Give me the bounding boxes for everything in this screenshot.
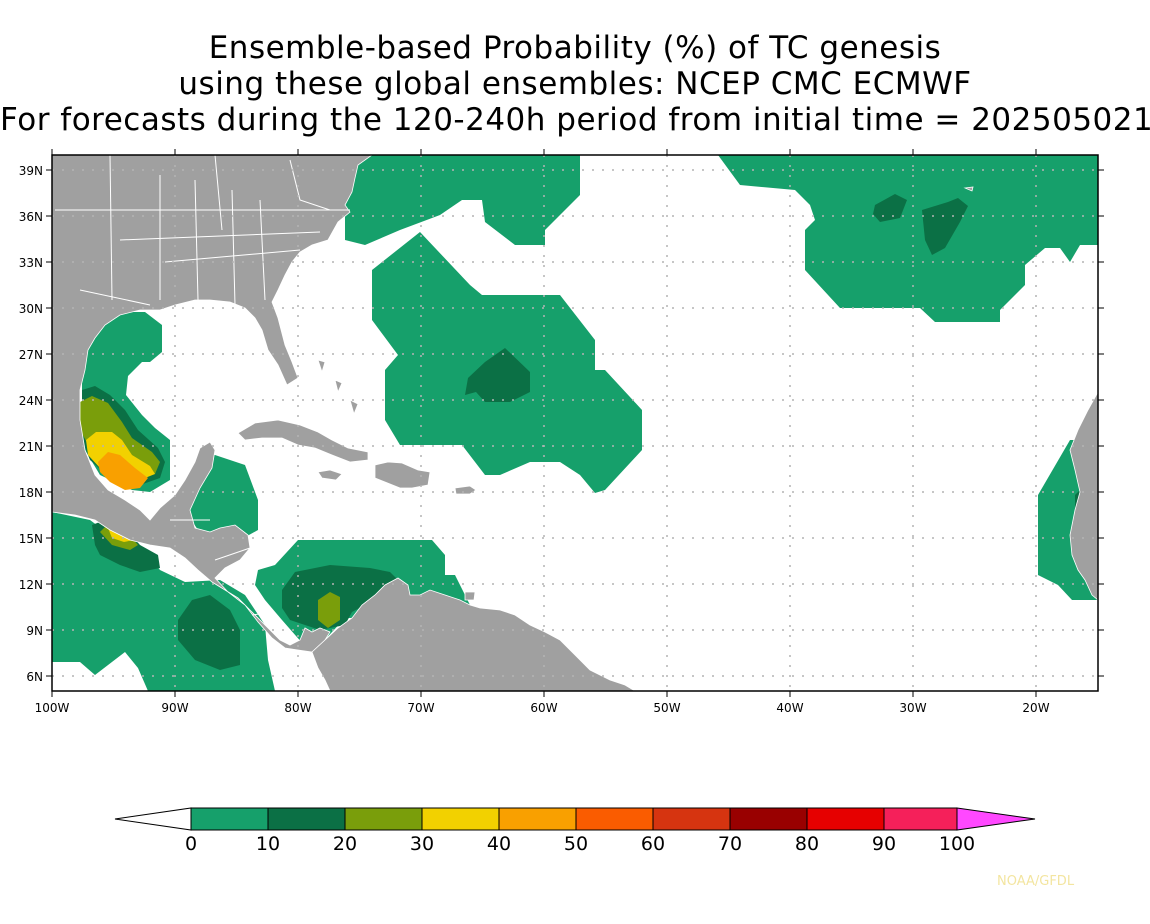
legend-label: 100 [939,833,975,855]
legend-label: 80 [795,833,819,855]
land-bahamas-2 [334,379,343,394]
legend-swatch [498,807,577,831]
prob-area-east-core-2 [922,198,968,255]
lat-label: 15N [19,532,43,546]
map-frame [51,154,1099,692]
lon-label: 40W [776,701,803,715]
legend-label: 60 [641,833,665,855]
prob-area-atlantic-north [345,155,580,245]
title-line-1: Ensemble-based Probability (%) of TC gen… [208,30,942,66]
lon-label: 30W [899,701,926,715]
lat-label: 9N [26,624,43,638]
legend-label: 30 [410,833,434,855]
land-north-america [52,155,373,653]
legend-swatch [344,807,423,831]
lon-label: 100W [35,701,70,715]
legend-labels: 0 10 20 30 40 50 60 70 80 90 100 [185,833,975,855]
legend-swatch [883,807,958,831]
legend-label: 50 [564,833,588,855]
lat-label: 30N [19,302,43,316]
prob-area-east-core-1 [873,194,907,222]
color-legend [114,807,1036,831]
legend-label: 70 [718,833,742,855]
legend-label: 20 [333,833,357,855]
lon-label: 80W [284,701,311,715]
legend-label: 90 [872,833,896,855]
legend-swatch [729,807,808,831]
legend-label: 0 [185,833,197,855]
map-area [52,155,1098,691]
lat-label: 33N [19,256,43,270]
land-cuba [237,419,369,463]
legend-swatch [190,807,269,831]
land-bahamas-3 [349,399,359,416]
lat-label: 27N [19,348,43,362]
lat-label: 24N [19,394,43,408]
title-line-2: using these global ensembles: NCEP CMC E… [178,66,972,102]
land-jamaica [317,469,343,481]
lat-label: 39N [19,164,43,178]
land-masses [52,155,1098,691]
prob-area-pacific-core-2 [178,595,240,670]
lon-label: 20W [1022,701,1049,715]
state-boundaries [55,155,350,616]
lat-labels: 39N 36N 33N 30N 27N 24N 21N 18N 15N 12N … [19,164,43,684]
legend-swatch [806,807,885,831]
legend-arrow-right [956,807,1036,831]
credit-label: NOAA/GFDL [997,874,1075,889]
prob-area-east-atlantic [718,155,1098,322]
lat-label: 6N [26,670,43,684]
land-south-america [311,577,636,691]
map-title: Ensemble-based Probability (%) of TC gen… [0,30,1150,138]
legend-swatch [652,807,731,831]
lat-tick-marks [46,169,1104,677]
land-hispaniola [374,461,431,489]
legend-swatch [421,807,500,831]
land-bermuda [963,186,974,192]
legend-swatch [267,807,346,831]
legend-label: 40 [487,833,511,855]
lon-labels: 100W 90W 80W 70W 60W 50W 40W 30W 20W [35,701,1050,715]
land-africa [1069,391,1098,601]
lat-label: 12N [19,578,43,592]
land-trinidad [464,591,476,601]
grid-lines [52,155,1098,691]
lat-label: 36N [19,210,43,224]
legend-arrow-left [114,807,192,831]
prob-area-caribbean-olive [318,592,340,628]
lon-label: 90W [161,701,188,715]
title-line-3: For forecasts during the 120-240h period… [0,102,1150,138]
legend-label: 10 [256,833,280,855]
legend-swatch [575,807,654,831]
prob-area-gulf-orange [98,452,148,490]
lon-label: 70W [407,701,434,715]
lon-tick-marks [51,149,1037,697]
lon-label: 50W [653,701,680,715]
prob-area-atlantic-core [465,348,530,402]
lon-label: 60W [530,701,557,715]
lat-label: 21N [19,440,43,454]
land-bahamas-1 [317,359,326,374]
lat-label: 18N [19,486,43,500]
